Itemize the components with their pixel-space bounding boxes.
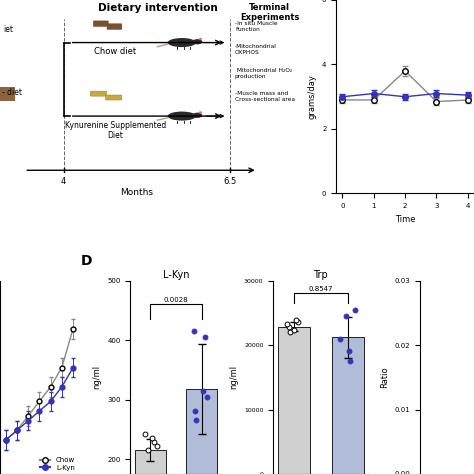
Legend: Chow, L-Kyn: Chow, L-Kyn bbox=[40, 457, 75, 471]
Ellipse shape bbox=[192, 113, 202, 118]
Bar bbox=[186, 389, 217, 474]
Ellipse shape bbox=[168, 38, 196, 47]
Text: -Mitochondrial
OXPHOS: -Mitochondrial OXPHOS bbox=[235, 45, 277, 55]
Text: -In situ Muscle
Function: -In situ Muscle Function bbox=[235, 21, 278, 32]
Y-axis label: ng/ml: ng/ml bbox=[92, 365, 101, 389]
FancyBboxPatch shape bbox=[93, 21, 108, 27]
Text: Mitochondrial H₂O₂
production: Mitochondrial H₂O₂ production bbox=[235, 68, 292, 79]
FancyBboxPatch shape bbox=[107, 24, 122, 29]
Text: Months: Months bbox=[120, 188, 153, 197]
Ellipse shape bbox=[192, 39, 202, 45]
X-axis label: Time: Time bbox=[395, 215, 415, 224]
Text: 0.0028: 0.0028 bbox=[164, 297, 188, 302]
Text: 6.5: 6.5 bbox=[224, 177, 237, 186]
Bar bbox=[278, 327, 310, 474]
Y-axis label: ng/ml: ng/ml bbox=[229, 365, 238, 389]
Title: Trp: Trp bbox=[313, 270, 328, 280]
Text: -Muscle mass and
Cross-sectional area: -Muscle mass and Cross-sectional area bbox=[235, 91, 295, 102]
FancyBboxPatch shape bbox=[91, 91, 107, 96]
Text: Terminal
Experiments: Terminal Experiments bbox=[240, 3, 300, 22]
Text: Chow diet: Chow diet bbox=[94, 47, 136, 56]
Text: 4: 4 bbox=[61, 177, 66, 186]
Text: Dietary intervention: Dietary intervention bbox=[98, 3, 218, 13]
Text: 0.8547: 0.8547 bbox=[309, 286, 333, 292]
Text: - diet: - diet bbox=[1, 88, 21, 97]
Ellipse shape bbox=[199, 111, 202, 114]
Text: iet: iet bbox=[3, 25, 13, 34]
Title: L-Kyn: L-Kyn bbox=[163, 270, 189, 280]
Bar bbox=[0, 87, 15, 100]
Bar bbox=[135, 450, 165, 474]
Bar bbox=[332, 337, 364, 474]
Ellipse shape bbox=[199, 38, 202, 40]
Text: D: D bbox=[80, 254, 92, 268]
Text: Kynurenine Supplemented
Diet: Kynurenine Supplemented Diet bbox=[64, 121, 166, 140]
FancyBboxPatch shape bbox=[106, 95, 122, 100]
Y-axis label: grams/day: grams/day bbox=[308, 74, 317, 119]
Y-axis label: Ratio: Ratio bbox=[380, 366, 389, 388]
Ellipse shape bbox=[168, 111, 196, 120]
